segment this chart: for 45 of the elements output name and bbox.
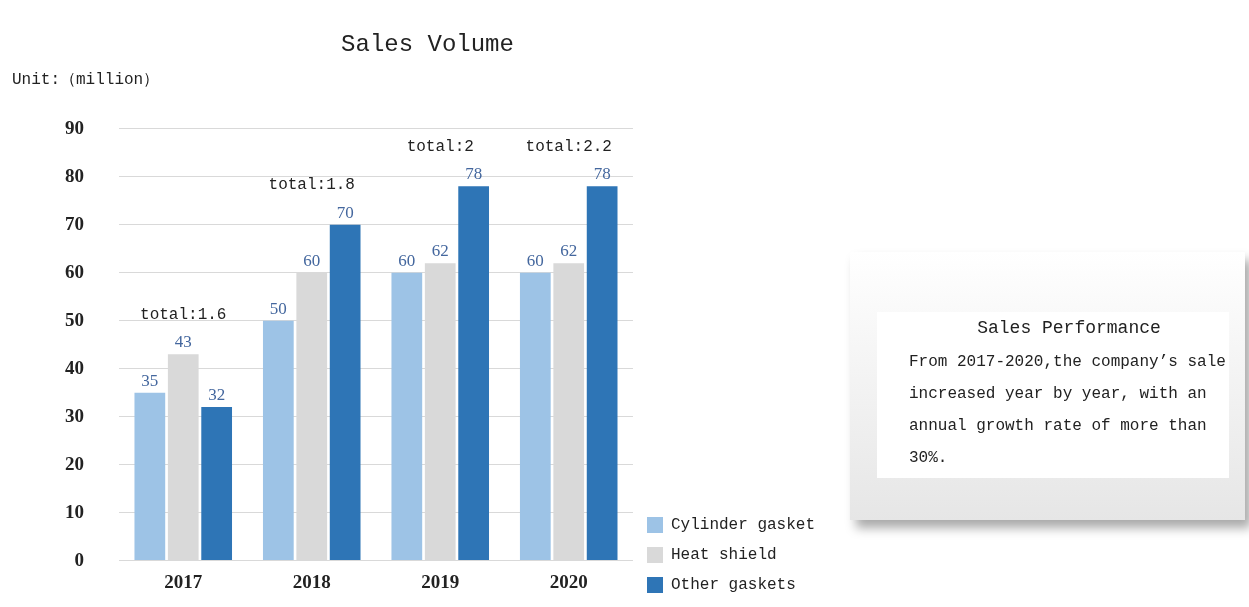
- data-label: 60: [398, 250, 416, 270]
- y-tick-label: 40: [65, 356, 84, 378]
- data-label: 62: [431, 241, 449, 261]
- text: From 2017-2020,the company’s sale increased year by year, with an annual growth rate of more than 30%.: [909, 352, 1227, 469]
- x-tick-label: 2020: [549, 570, 588, 592]
- bar: [134, 392, 166, 561]
- x-tick-label: 2019: [421, 570, 460, 592]
- y-tick-label: 30: [65, 404, 84, 426]
- bar: [262, 320, 294, 561]
- annotation: total:1.6: [140, 305, 227, 324]
- data-label: 35: [141, 370, 159, 390]
- legend-label: Heat shield: [670, 546, 777, 565]
- y-tick-label: 60: [65, 260, 84, 282]
- bar: [458, 186, 490, 561]
- bar: [201, 407, 233, 561]
- y-tick-label: 10: [65, 500, 84, 522]
- chart-title: Sales Volume: [341, 30, 514, 58]
- data-label: 62: [560, 241, 578, 261]
- y-tick-label: 70: [65, 212, 84, 234]
- bar: [519, 272, 551, 561]
- data-label: 78: [593, 164, 611, 184]
- data-label: 43: [174, 332, 192, 352]
- legend-label: Other gaskets: [670, 576, 796, 595]
- annotation: total:2: [406, 137, 474, 156]
- annotation: total:2.2: [525, 137, 612, 156]
- data-label: 60: [303, 250, 321, 270]
- text: Sales Performance: [976, 318, 1162, 338]
- data-label: 60: [526, 250, 544, 270]
- y-tick-label: 20: [65, 452, 84, 474]
- data-label: 50: [269, 298, 287, 318]
- x-tick-label: 2017: [164, 570, 203, 592]
- legend-label: Cylinder gasket: [670, 516, 816, 535]
- annotation: total:1.8: [268, 175, 355, 194]
- y-tick-label: 80: [65, 164, 84, 186]
- data-label: 32: [208, 385, 226, 405]
- data-label: 78: [465, 164, 483, 184]
- x-tick-label: 2018: [292, 570, 331, 592]
- bar: [329, 224, 361, 561]
- y-axis-title: Unit:（million）: [12, 71, 160, 90]
- bar: [391, 272, 423, 561]
- data-label: 70: [336, 202, 354, 222]
- y-tick-label: 0: [74, 548, 84, 570]
- y-tick-label: 50: [65, 308, 84, 330]
- y-tick-label: 90: [65, 116, 84, 138]
- bar: [586, 186, 618, 561]
